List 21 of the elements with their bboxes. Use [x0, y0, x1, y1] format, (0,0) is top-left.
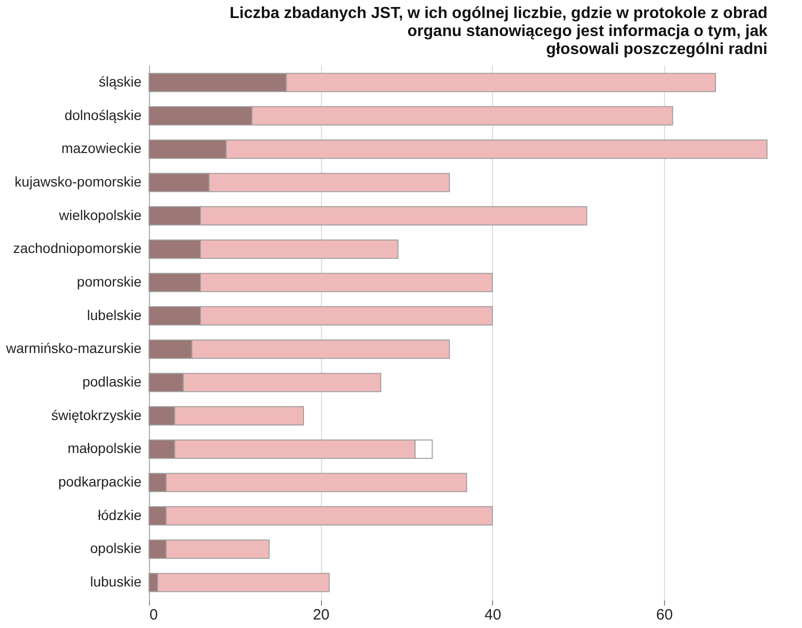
y-tick-label: świętokrzyskie: [51, 406, 142, 423]
x-tick-label: 20: [312, 606, 330, 624]
y-tick-label: kujawsko-pomorskie: [14, 174, 142, 190]
y-tick-label: śląskie: [98, 74, 142, 90]
x-tick-label: 0: [150, 606, 158, 624]
y-tick-label: podkarpackie: [58, 474, 142, 490]
y-tick-label: dolnośląskie: [64, 106, 142, 123]
y-tick-label: warmińsko-mazurskie: [5, 340, 142, 356]
y-tick-label: łódzkie: [98, 506, 142, 523]
y-tick-label: mazowieckie: [61, 140, 142, 156]
x-tick-label: 40: [484, 606, 502, 624]
y-tick-label: opolskie: [90, 540, 142, 556]
y-tick-label: wielkopolskie: [58, 206, 142, 223]
y-tick-label: lubelskie: [87, 306, 142, 323]
y-tick-label: małopolskie: [68, 440, 142, 456]
y-tick-label: zachodniopomorskie: [13, 240, 142, 256]
y-tick-label: podlaskie: [82, 374, 142, 390]
y-tick-label: pomorskie: [76, 274, 142, 290]
x-tick-label: 60: [656, 606, 673, 624]
chart-title: Liczba zbadanych JST, w ich ogólnej liczbie, gdzie w protokole z obrad organu stanowiącego jest informacja o tym, jak głosowali poszczególni radni: [230, 5, 768, 58]
y-tick-label: lubuskie: [90, 574, 142, 590]
